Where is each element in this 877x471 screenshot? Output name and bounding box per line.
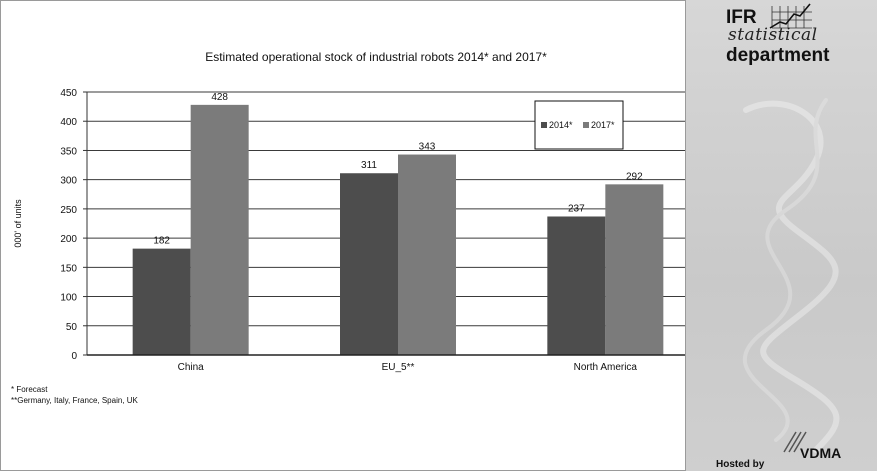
x-tick-label: EU_5** [382, 362, 415, 373]
hosted-by-label: Hosted by [716, 459, 765, 470]
y-tick-label: 50 [66, 322, 78, 333]
data-label: 311 [361, 160, 377, 171]
y-tick-label: 450 [60, 88, 77, 99]
y-tick-label: 100 [60, 293, 77, 304]
vdma-swoosh-icon [783, 431, 807, 453]
y-tick-label: 250 [60, 205, 77, 216]
bar-2017 [398, 154, 456, 355]
y-tick-label: 200 [60, 234, 77, 245]
department-logo-text: department [726, 45, 830, 66]
data-label: 182 [153, 236, 170, 247]
ifr-logo-text: IFR [726, 7, 757, 28]
legend-swatch [541, 122, 547, 128]
bar-2017 [190, 104, 249, 355]
statistical-logo-text: statistical [728, 25, 818, 45]
bar-2014 [340, 173, 398, 355]
legend-label: 2017* [591, 120, 615, 130]
legend-label: 2014* [549, 120, 573, 130]
statistical-watermark-graphic [742, 98, 840, 453]
footnote-countries: **Germany, Italy, France, Spain, UK [11, 396, 138, 405]
ifr-branding-panel: IFR statistical department VDMA Hosted b… [686, 0, 877, 471]
bar-2014 [547, 216, 606, 355]
data-label: 292 [626, 171, 643, 182]
chart-grid-icon [769, 3, 812, 29]
bar-2017 [605, 184, 664, 355]
y-axis-label: 000' of units [13, 199, 23, 248]
vdma-logo-text: VDMA [800, 445, 842, 461]
data-label: 343 [419, 142, 436, 153]
y-tick-label: 150 [60, 263, 77, 274]
footnote-forecast: * Forecast [11, 385, 48, 394]
y-tick-label: 0 [71, 351, 77, 362]
y-tick-label: 300 [60, 176, 77, 187]
slide-frame: Estimated operational stock of industria… [0, 0, 686, 471]
y-tick-label: 400 [60, 117, 77, 128]
x-tick-label: China [178, 362, 205, 373]
chart-title: Estimated operational stock of industria… [205, 50, 547, 64]
x-tick-label: North America [574, 362, 638, 373]
bar-2014 [132, 248, 191, 355]
legend-swatch [583, 122, 589, 128]
legend-box [534, 100, 624, 150]
y-tick-label: 350 [60, 146, 77, 157]
data-label: 237 [568, 203, 585, 214]
data-label: 428 [211, 92, 228, 103]
bar-chart: Estimated operational stock of industria… [13, 50, 685, 373]
